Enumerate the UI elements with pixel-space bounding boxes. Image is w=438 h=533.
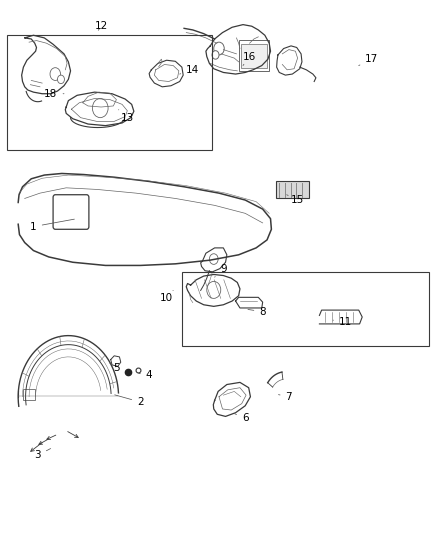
Text: 4: 4 xyxy=(139,370,152,381)
Bar xyxy=(182,272,428,346)
Text: 7: 7 xyxy=(279,392,292,402)
Bar xyxy=(7,35,212,150)
Text: 6: 6 xyxy=(235,413,248,423)
Text: 15: 15 xyxy=(287,195,304,205)
Text: 16: 16 xyxy=(243,52,256,66)
FancyBboxPatch shape xyxy=(53,195,89,229)
Circle shape xyxy=(57,75,64,84)
Text: 5: 5 xyxy=(110,362,120,373)
Text: 12: 12 xyxy=(95,21,108,31)
Text: 11: 11 xyxy=(333,317,352,327)
Circle shape xyxy=(50,68,60,80)
Text: 1: 1 xyxy=(30,219,74,232)
Circle shape xyxy=(207,281,221,298)
Text: 18: 18 xyxy=(44,88,64,99)
Text: 13: 13 xyxy=(119,110,134,123)
Bar xyxy=(22,389,35,400)
Bar xyxy=(241,44,267,68)
Text: 9: 9 xyxy=(215,264,227,277)
Text: 10: 10 xyxy=(160,290,173,303)
Text: 14: 14 xyxy=(180,65,199,75)
Text: 2: 2 xyxy=(115,395,144,407)
Text: 8: 8 xyxy=(248,306,266,317)
Bar xyxy=(276,181,308,198)
Circle shape xyxy=(209,254,218,264)
Circle shape xyxy=(212,51,219,59)
Circle shape xyxy=(92,99,108,118)
Text: 3: 3 xyxy=(35,449,51,460)
Bar xyxy=(239,40,269,71)
Text: 17: 17 xyxy=(359,54,378,66)
Circle shape xyxy=(214,42,224,55)
